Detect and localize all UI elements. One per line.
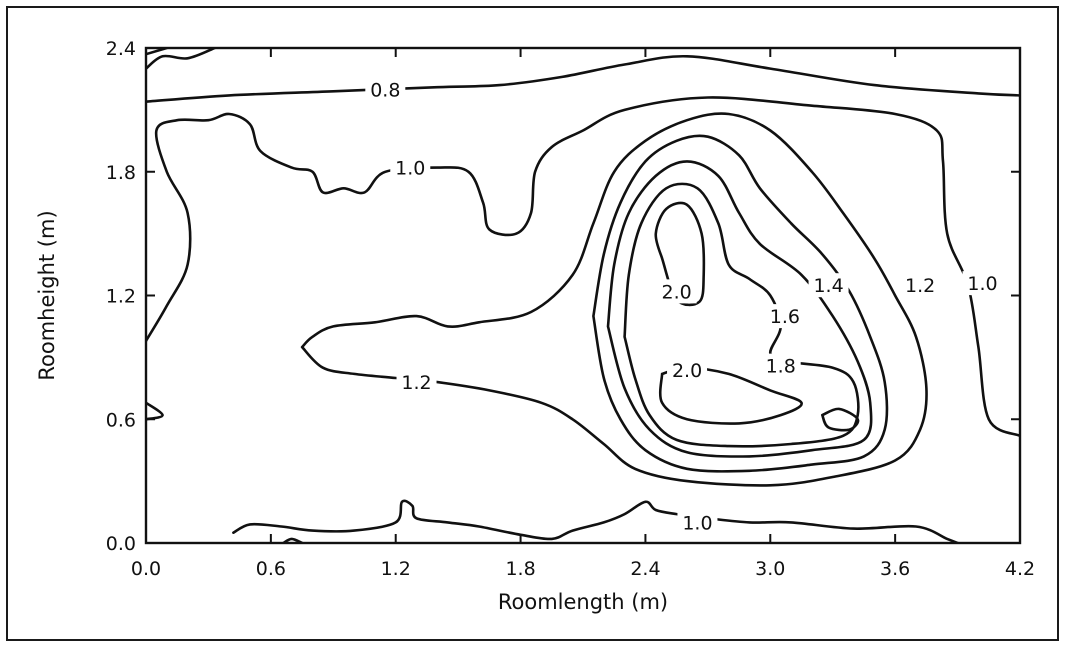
x-tick-label: 4.2 [1005, 558, 1035, 580]
contour-label-text: 1.2 [905, 275, 935, 297]
x-axis-ticks: 0.0 0.6 1.2 1.8 2.4 3.0 3.6 4.2 [131, 48, 1035, 580]
contour-label-bg [365, 77, 406, 102]
x-axis-title: Roomlength (m) [498, 590, 668, 614]
contour-label-text: 1.6 [770, 306, 800, 328]
contour-label: 2.0 [667, 357, 708, 382]
contour-line-2-0 [654, 201, 706, 307]
contour-label: 1.4 [808, 273, 849, 298]
contour-label: 2.0 [656, 279, 697, 304]
contour-label-bg [764, 304, 805, 329]
contour-line-1-8-0 [623, 182, 860, 448]
contour-line-1-0 [146, 96, 1020, 438]
contour-label-bg [900, 273, 941, 298]
contour-line-1-2-0 [300, 112, 928, 487]
y-tick-label: 0.6 [106, 409, 136, 431]
contour-line-2-2 [821, 407, 860, 432]
y-axis-title: Roomheight (m) [35, 210, 59, 380]
contour-label-bg [677, 510, 718, 535]
contour-label-bg [962, 271, 1003, 296]
contour-line-1-2 [232, 499, 959, 543]
contour-label-bg [667, 357, 708, 382]
figure-frame: 0.8 1.0 1.2 2.0 1.6 1.4 1.2 1.0 2.0 1.8 1.0 0.0 0.6… [6, 6, 1059, 641]
contour-label-text: 1.0 [967, 273, 997, 295]
contour-label-text: 1.0 [395, 158, 425, 180]
contour-line-0-8-1 [146, 48, 216, 70]
x-tick-label: 0.0 [131, 558, 161, 580]
contour-label-text: 1.4 [813, 275, 843, 297]
contour-line-1-1 [146, 401, 164, 421]
contour-label: 1.6 [764, 304, 805, 329]
contour-label-text: 1.2 [401, 372, 431, 394]
contour-label-text: 0.8 [370, 79, 400, 101]
x-tick-label: 1.2 [381, 558, 411, 580]
contour-labels: 0.8 1.0 1.2 2.0 1.6 1.4 1.2 1.0 2.0 1.8 1.0 [365, 77, 1003, 535]
x-tick-label: 3.6 [880, 558, 910, 580]
contour-label-text: 2.0 [662, 281, 692, 303]
contour-lines [146, 48, 1020, 543]
contour-label-text: 2.0 [672, 360, 702, 382]
y-tick-label: 0.0 [106, 533, 136, 555]
plot-area-frame [144, 46, 1022, 545]
contour-label-text: 1.8 [766, 356, 796, 378]
contour-label: 1.2 [396, 370, 437, 395]
contour-label-bg [390, 155, 431, 180]
x-tick-label: 1.8 [505, 558, 535, 580]
y-tick-label: 1.2 [106, 286, 136, 308]
x-tick-label: 3.0 [755, 558, 785, 580]
y-tick-label: 2.4 [106, 38, 136, 60]
contour-line-1-6-0 [606, 160, 873, 458]
contour-label: 1.0 [390, 155, 431, 180]
y-tick-label: 1.8 [106, 162, 136, 184]
y-axis-ticks: 0.0 0.6 1.2 1.8 2.4 [106, 38, 1020, 555]
x-tick-label: 0.6 [256, 558, 286, 580]
contour-label-bg [396, 370, 437, 395]
contour-label: 1.2 [900, 273, 941, 298]
contour-label-bg [808, 273, 849, 298]
contour-label-bg [656, 279, 697, 304]
contour-label: 1.0 [677, 510, 718, 535]
contour-label: 1.0 [962, 271, 1003, 296]
contour-line-1-4-0 [592, 134, 889, 473]
contour-line-0-8-0 [146, 54, 1020, 103]
contour-label-text: 1.0 [682, 512, 712, 534]
contour-chart: 0.8 1.0 1.2 2.0 1.6 1.4 1.2 1.0 2.0 1.8 1.0 0.0 0.6… [35, 38, 1035, 614]
x-tick-label: 2.4 [630, 558, 660, 580]
contour-label-bg [760, 353, 801, 378]
contour-label: 0.8 [365, 77, 406, 102]
contour-label: 1.8 [760, 353, 801, 378]
